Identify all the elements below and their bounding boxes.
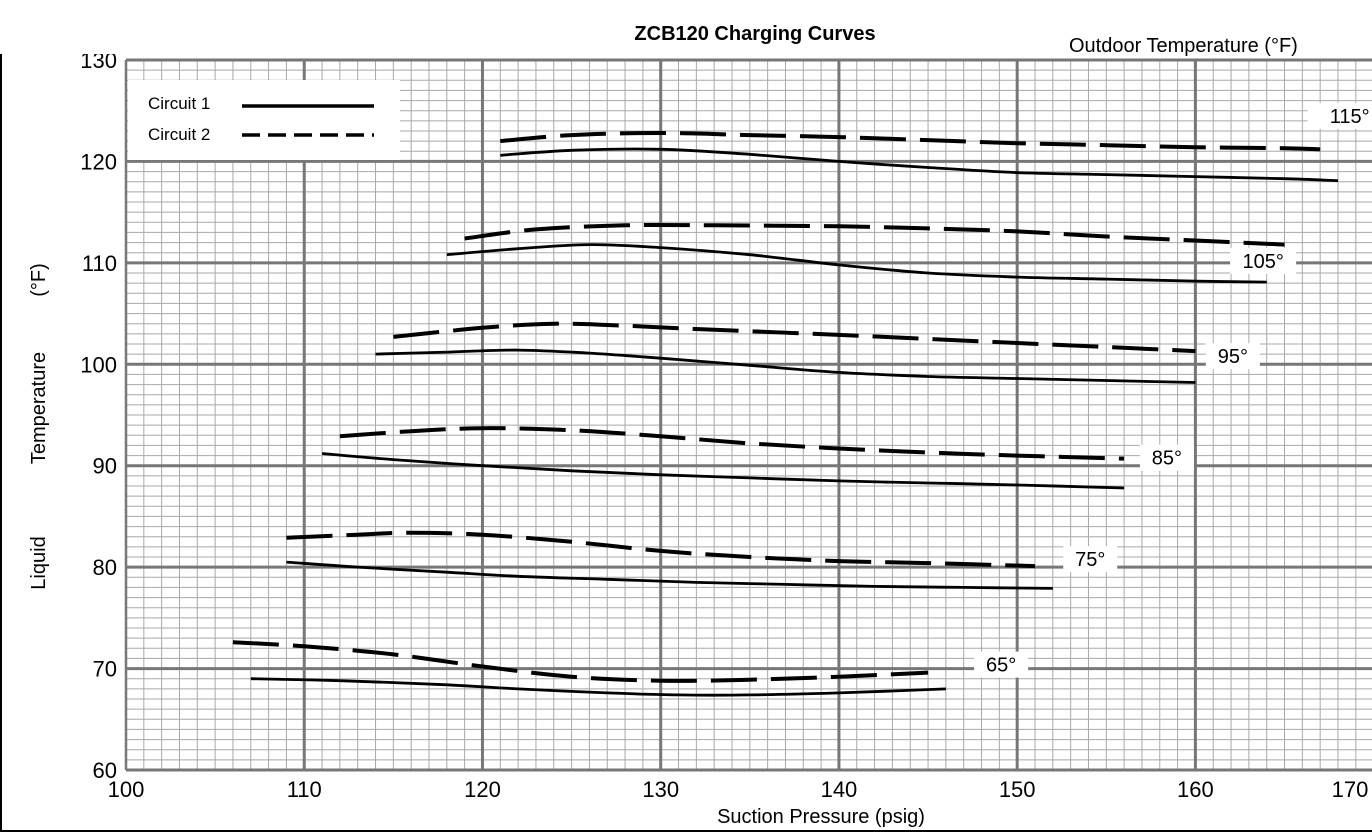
y-tick-label: 60 <box>93 758 117 783</box>
y-tick-label: 80 <box>93 555 117 580</box>
y-tick-label: 70 <box>93 657 117 682</box>
series-line-85-circuit-1 <box>321 452 1125 490</box>
legend-label-circuit-1: Circuit 1 <box>148 94 210 113</box>
x-tick-label: 110 <box>287 777 322 802</box>
x-tick-label: 170 <box>1332 777 1369 802</box>
curve-label-85: 85° <box>1152 448 1182 470</box>
x-tick-label: 130 <box>642 777 679 802</box>
curve-label-bg <box>974 651 1029 678</box>
y-tick-label: 90 <box>93 454 117 479</box>
series-line-95-circuit-1 <box>375 348 1196 384</box>
x-tick-label: 100 <box>108 777 145 802</box>
legend-label-circuit-2: Circuit 2 <box>148 125 210 144</box>
chart-title: ZCB120 Charging Curves <box>634 23 875 45</box>
series-line-85-circuit-2 <box>339 426 1125 461</box>
x-tick-label: 160 <box>1177 777 1214 802</box>
curve-label-bg <box>1139 444 1194 471</box>
y-axis-label-word-3: (°F) <box>28 263 50 297</box>
curve-label-75: 75° <box>1075 549 1105 571</box>
y-tick-label: 100 <box>80 352 117 377</box>
series-line-105-circuit-1 <box>446 243 1267 284</box>
title-band <box>0 0 1372 54</box>
series-line-95-circuit-2 <box>393 321 1196 354</box>
series-line-115-circuit-1 <box>500 147 1339 183</box>
y-tick-label: 120 <box>80 149 117 174</box>
series-line-115-circuit-2 <box>500 130 1321 152</box>
curve-group-label: Outdoor Temperature (°F) <box>1069 35 1298 57</box>
curve-label-bg <box>1063 546 1118 573</box>
x-tick-label: 150 <box>999 777 1036 802</box>
x-tick-label: 120 <box>464 777 501 802</box>
series-line-75-circuit-2 <box>286 530 1036 569</box>
y-axis-label-word-1: Liquid <box>28 536 50 589</box>
series-line-65-circuit-1 <box>250 677 946 697</box>
curve-label-65: 65° <box>986 655 1016 677</box>
legend-box <box>128 80 400 160</box>
series-line-65-circuit-2 <box>232 640 929 683</box>
series-line-105-circuit-2 <box>464 223 1285 247</box>
curve-label-115: 115° <box>1330 106 1370 128</box>
series-lines: 115° 105° 95° 85° 75° 65° <box>232 106 1370 697</box>
curve-label-bg <box>1230 247 1297 274</box>
curve-label-105: 105° <box>1242 251 1283 273</box>
x-tick-label: 140 <box>821 777 858 802</box>
y-axis-label: Liquid Temperature (°F) <box>28 263 50 589</box>
legend: Circuit 1 Circuit 2 <box>128 80 400 160</box>
curve-label-backgrounds <box>974 102 1372 678</box>
y-axis-label-word-2: Temperature <box>28 352 50 464</box>
curve-label-95: 95° <box>1218 346 1248 368</box>
minor-grid <box>126 60 1372 770</box>
curve-label-bg <box>1307 102 1372 129</box>
y-tick-label: 110 <box>82 251 117 276</box>
x-axis-label: Suction Pressure (psig) <box>717 806 925 828</box>
curve-label-bg <box>1205 343 1260 370</box>
series-line-75-circuit-1 <box>286 560 1053 590</box>
